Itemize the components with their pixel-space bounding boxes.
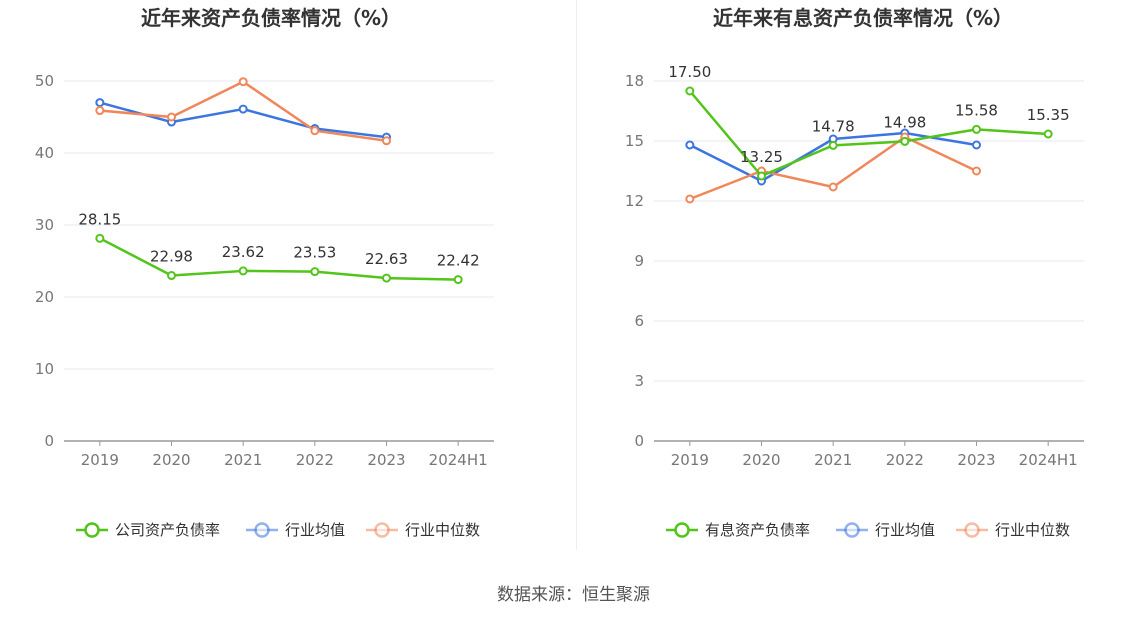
- data-label: 14.98: [883, 113, 926, 131]
- data-label: 15.58: [955, 101, 998, 119]
- legend-marker: [844, 522, 860, 538]
- y-tick-label: 50: [35, 72, 54, 90]
- x-tick-label: 2019: [81, 451, 119, 469]
- y-tick-label: 6: [634, 312, 644, 330]
- legend-label: 行业均值: [875, 521, 935, 539]
- data-point: [382, 136, 391, 146]
- data-point: [972, 140, 981, 150]
- data-point: [95, 106, 105, 116]
- data-point: [972, 124, 981, 134]
- data-label: 23.62: [222, 243, 265, 261]
- data-label: 22.63: [365, 250, 408, 268]
- legend-marker: [84, 522, 100, 538]
- x-tick-label: 2021: [224, 451, 262, 469]
- data-label: 22.42: [437, 252, 480, 270]
- data-point: [95, 233, 105, 243]
- legend-label: 行业中位数: [995, 521, 1070, 539]
- data-point: [900, 136, 910, 146]
- series-line: [99, 237, 459, 281]
- data-point: [757, 171, 766, 181]
- y-tick-label: 18: [625, 72, 644, 90]
- y-tick-label: 3: [634, 372, 644, 390]
- data-label: 17.50: [668, 63, 711, 81]
- legend-label: 公司资产负债率: [115, 521, 220, 539]
- series-line: [688, 90, 1049, 178]
- data-label: 22.98: [150, 248, 193, 266]
- x-tick-label: 2020: [742, 451, 780, 469]
- y-tick-label: 40: [35, 144, 54, 162]
- data-point: [685, 140, 695, 150]
- data-point: [167, 271, 176, 281]
- data-point: [1043, 129, 1053, 139]
- data-label: 14.78: [812, 117, 855, 135]
- legend-label: 有息资产负债率: [705, 521, 810, 539]
- x-tick-label: 2023: [367, 451, 405, 469]
- y-tick-label: 10: [35, 360, 54, 378]
- x-tick-label: 2024H1: [429, 451, 488, 469]
- data-point: [310, 267, 320, 277]
- x-tick-label: 2024H1: [1019, 451, 1078, 469]
- data-label: 15.35: [1027, 106, 1070, 124]
- y-tick-label: 0: [44, 432, 54, 450]
- y-tick-label: 12: [625, 192, 644, 210]
- data-label: 28.15: [78, 210, 121, 228]
- data-point: [685, 86, 695, 96]
- data-source-note: 数据来源：恒生聚源: [497, 585, 650, 605]
- y-tick-label: 0: [634, 432, 644, 450]
- legend-marker: [254, 522, 270, 538]
- x-tick-label: 2019: [671, 451, 709, 469]
- x-tick-label: 2022: [886, 451, 924, 469]
- data-point: [453, 275, 463, 285]
- y-tick-label: 30: [35, 216, 54, 234]
- data-point: [238, 266, 248, 276]
- data-label: 23.53: [293, 244, 336, 262]
- y-tick-label: 15: [625, 132, 644, 150]
- data-point: [828, 182, 838, 192]
- chart-divider: [576, 0, 577, 550]
- legend-marker: [374, 522, 390, 538]
- data-point: [167, 112, 176, 122]
- data-point: [685, 194, 695, 204]
- legend-label: 行业均值: [285, 521, 345, 539]
- data-point: [310, 126, 320, 136]
- data-point: [95, 98, 105, 108]
- data-point: [238, 104, 248, 114]
- x-tick-label: 2023: [957, 451, 995, 469]
- data-point: [238, 77, 248, 87]
- chart-title: 近年来有息资产负债率情况（%）: [713, 6, 1013, 30]
- data-point: [828, 140, 838, 150]
- data-point: [382, 273, 391, 283]
- legend-label: 行业中位数: [405, 521, 480, 539]
- x-tick-label: 2020: [152, 451, 190, 469]
- y-tick-label: 9: [634, 252, 644, 270]
- data-label: 13.25: [740, 148, 783, 166]
- y-tick-label: 20: [35, 288, 54, 306]
- data-point: [972, 166, 981, 176]
- legend-marker: [674, 522, 690, 538]
- legend-marker: [964, 522, 980, 538]
- x-tick-label: 2022: [296, 451, 334, 469]
- chart-title: 近年来资产负债率情况（%）: [141, 6, 401, 30]
- x-tick-label: 2021: [814, 451, 852, 469]
